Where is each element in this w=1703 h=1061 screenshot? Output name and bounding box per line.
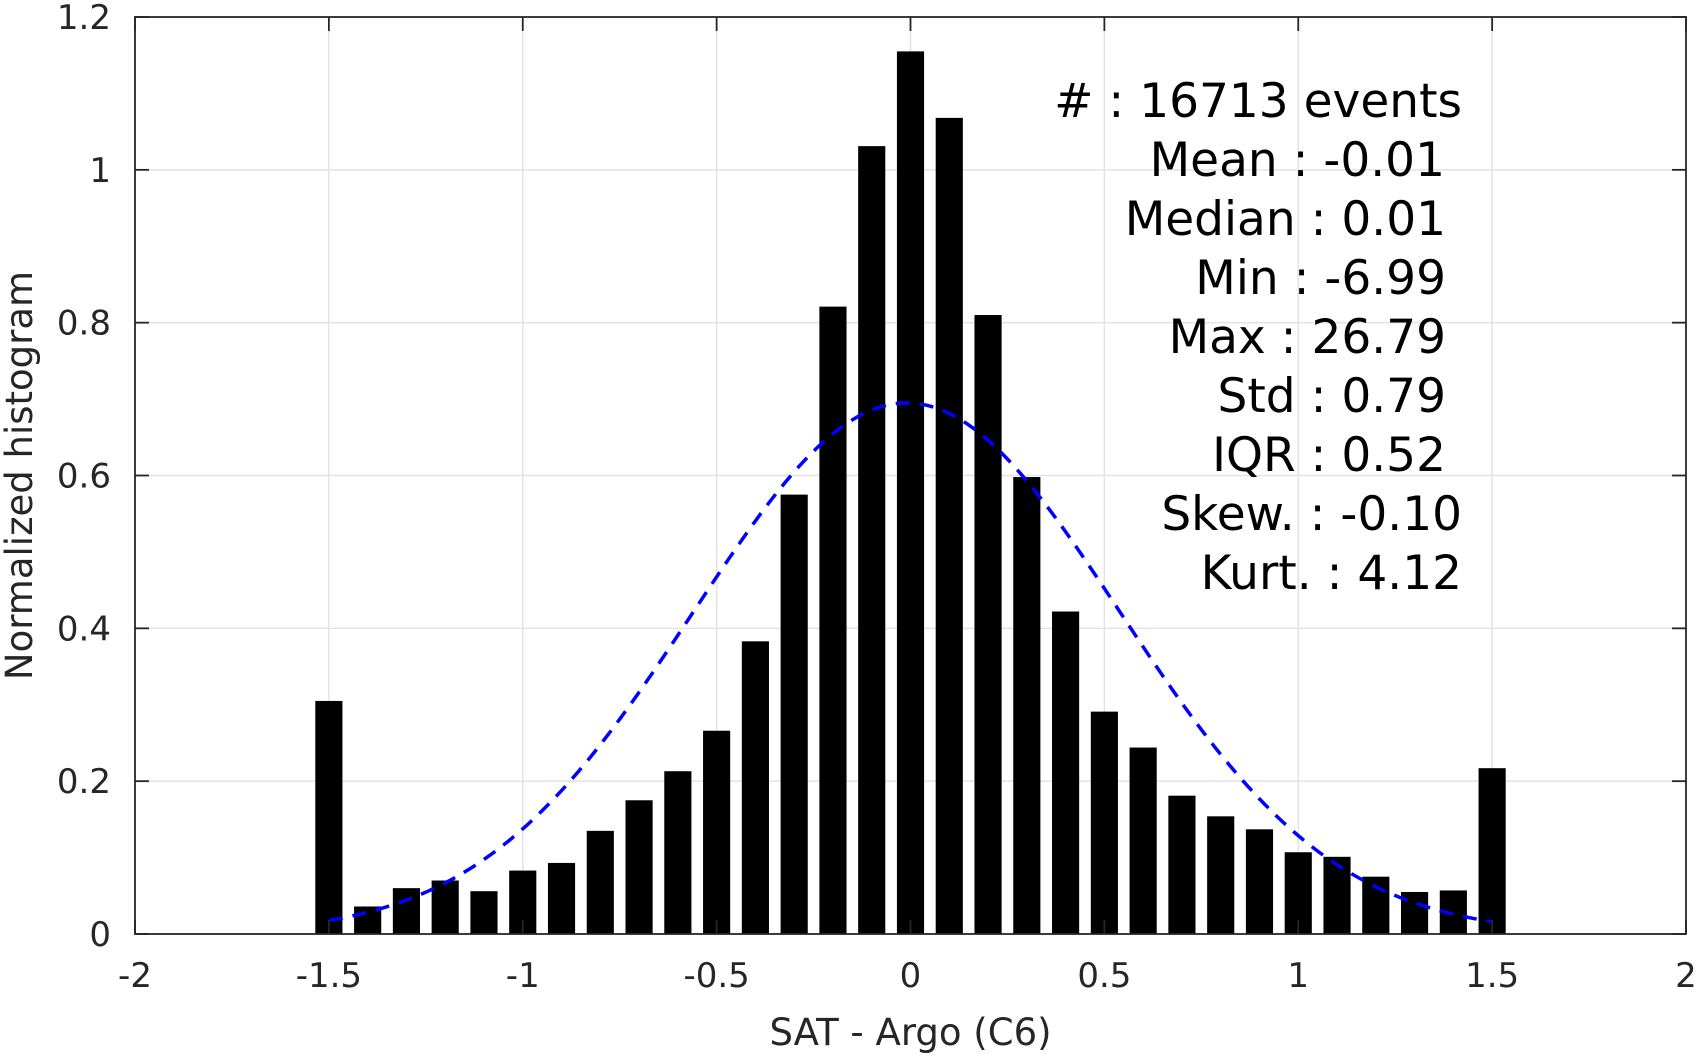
histogram-bar [896, 51, 925, 934]
x-axis-label: SAT - Argo (C6) [769, 1011, 1051, 1054]
histogram-bar [780, 494, 808, 934]
y-axis-label: Normalized histogram [0, 271, 41, 680]
histogram-bar [1323, 856, 1351, 934]
x-tick-label: -0.5 [683, 956, 749, 996]
y-tick-label: 1 [89, 151, 111, 191]
gaussian-fit-line [328, 401, 1493, 924]
y-tick-label: 0.2 [57, 762, 111, 802]
stat-events: # : 16713 events [1054, 74, 1462, 129]
x-tick-label: 1.5 [1465, 956, 1519, 996]
histogram-bar [819, 306, 847, 935]
tick-labels: -2 -1.5 -1 -0.5 0 0.5 1 1.5 2 0 0.2 0.4 0.6 0.8 1 1.2 [57, 0, 1697, 996]
histogram-bar [858, 146, 886, 934]
histogram-bar [1245, 829, 1274, 934]
statistics-box: # : 16713 events Mean : -0.01 Median : 0… [1054, 74, 1462, 601]
y-tick-label: 0.6 [57, 457, 111, 497]
histogram-bar [431, 880, 459, 934]
histogram-bar [392, 888, 420, 934]
histogram-bar [315, 700, 343, 934]
histogram-bars [315, 51, 1506, 935]
stat-mean: Mean : -0.01 [1150, 133, 1445, 188]
x-tick-label: 2 [1675, 956, 1697, 996]
histogram-bar [1090, 711, 1118, 934]
histogram-bar [1168, 795, 1196, 934]
histogram-bar [664, 771, 692, 934]
axes [134, 16, 1687, 935]
histogram-bar [935, 117, 963, 935]
histogram-bar [1207, 816, 1235, 934]
gaussian-fit-curve [328, 401, 1493, 924]
x-tick-label: 0.5 [1077, 956, 1131, 996]
stat-min: Min : -6.99 [1195, 251, 1446, 306]
stat-kurt: Kurt. : 4.12 [1201, 546, 1462, 601]
histogram-bar [1013, 477, 1041, 934]
histogram-bar [586, 830, 614, 934]
stat-max: Max : 26.79 [1169, 310, 1446, 365]
stat-iqr: IQR : 0.52 [1212, 428, 1446, 483]
x-tick-label: -1.5 [296, 956, 362, 996]
histogram-bar [625, 800, 653, 934]
stat-median: Median : 0.01 [1125, 192, 1446, 247]
histogram-bar [741, 641, 769, 934]
y-tick-label: 0 [89, 915, 111, 955]
histogram-bar [1478, 768, 1506, 934]
y-tick-label: 0.4 [57, 609, 111, 649]
histogram-bar [547, 862, 576, 934]
x-tick-label: 1 [1287, 956, 1309, 996]
histogram-bar [974, 315, 1002, 934]
stat-std: Std : 0.79 [1218, 369, 1446, 424]
y-tick-label: 0.8 [57, 304, 111, 344]
x-tick-label: -2 [118, 956, 152, 996]
histogram-bar [703, 730, 731, 934]
x-tick-label: 0 [900, 956, 922, 996]
y-tick-label: 1.2 [57, 0, 111, 38]
x-tick-label: -1 [506, 956, 540, 996]
histogram-bar [470, 891, 498, 934]
histogram-bar [1052, 611, 1080, 934]
stat-skew: Skew. : -0.10 [1161, 487, 1462, 542]
histogram-bar [1129, 747, 1157, 934]
